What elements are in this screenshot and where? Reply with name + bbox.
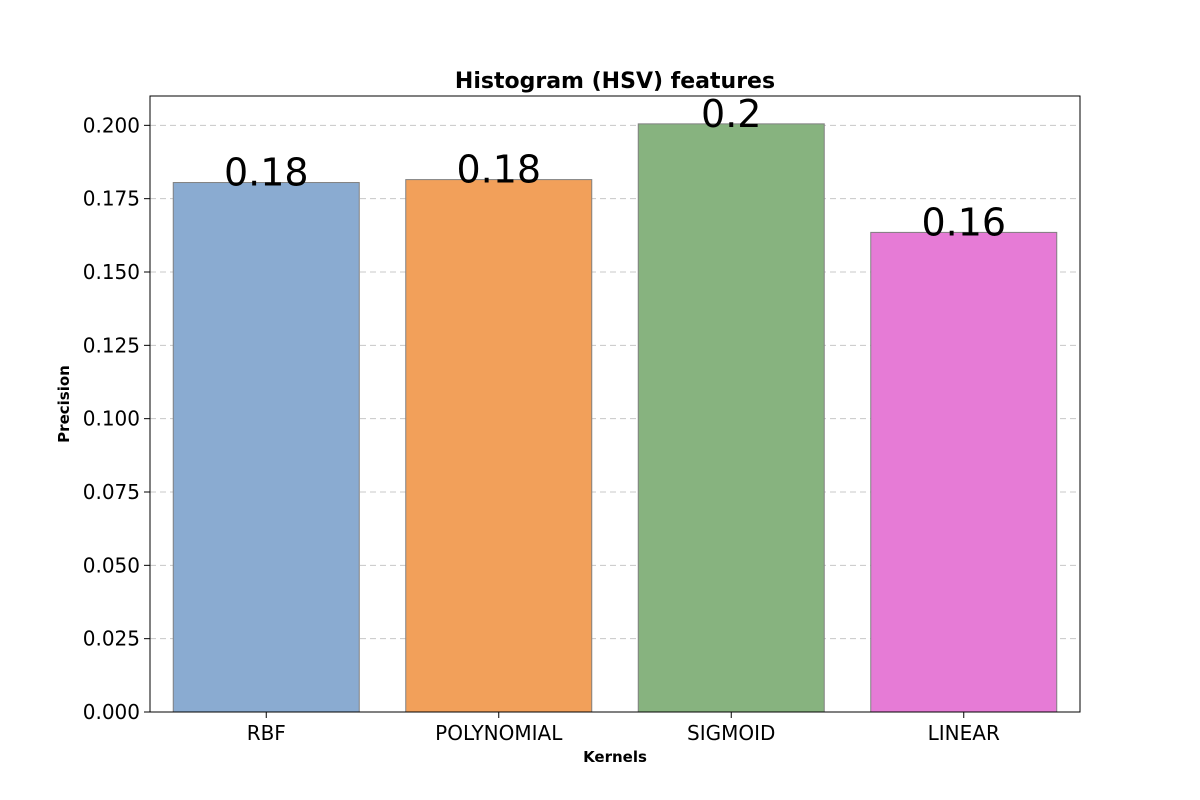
y-tick-label: 0.150 <box>83 260 140 284</box>
bars <box>172 123 1058 713</box>
y-axis-ticks: 0.000 0.025 0.050 0.075 0.100 0.125 0.150 0.175… <box>83 113 150 724</box>
y-tick-label: 0.175 <box>83 187 140 211</box>
bar-rbf <box>172 182 360 713</box>
x-tick-label: LINEAR <box>928 721 1000 745</box>
chart-title: Histogram (HSV) features <box>455 69 775 94</box>
bar-polynomial <box>405 179 593 713</box>
x-tick-label: SIGMOID <box>687 721 775 745</box>
y-tick-label: 0.000 <box>83 700 140 724</box>
data-label-linear: 0.16 <box>921 200 1006 244</box>
bar-linear <box>870 231 1058 713</box>
x-tick-label: RBF <box>247 721 286 745</box>
data-label-rbf: 0.18 <box>224 151 309 195</box>
data-labels: 0.18 0.18 0.2 0.16 <box>224 92 1006 245</box>
x-axis-label: Kernels <box>583 748 647 766</box>
y-tick-label: 0.200 <box>83 113 140 137</box>
y-tick-label: 0.125 <box>83 333 140 357</box>
y-axis-label: Precision <box>55 365 73 443</box>
y-tick-label: 0.025 <box>83 627 140 651</box>
x-axis-ticks: RBF POLYNOMIAL SIGMOID LINEAR <box>247 712 1000 745</box>
data-label-polynomial: 0.18 <box>456 148 541 192</box>
x-tick-label: POLYNOMIAL <box>435 721 563 745</box>
y-tick-label: 0.100 <box>83 407 140 431</box>
bar-sigmoid <box>637 123 825 713</box>
plot-frame <box>149 95 1081 713</box>
y-tick-label: 0.075 <box>83 480 140 504</box>
y-tick-label: 0.050 <box>83 553 140 577</box>
data-label-sigmoid: 0.2 <box>701 92 761 136</box>
